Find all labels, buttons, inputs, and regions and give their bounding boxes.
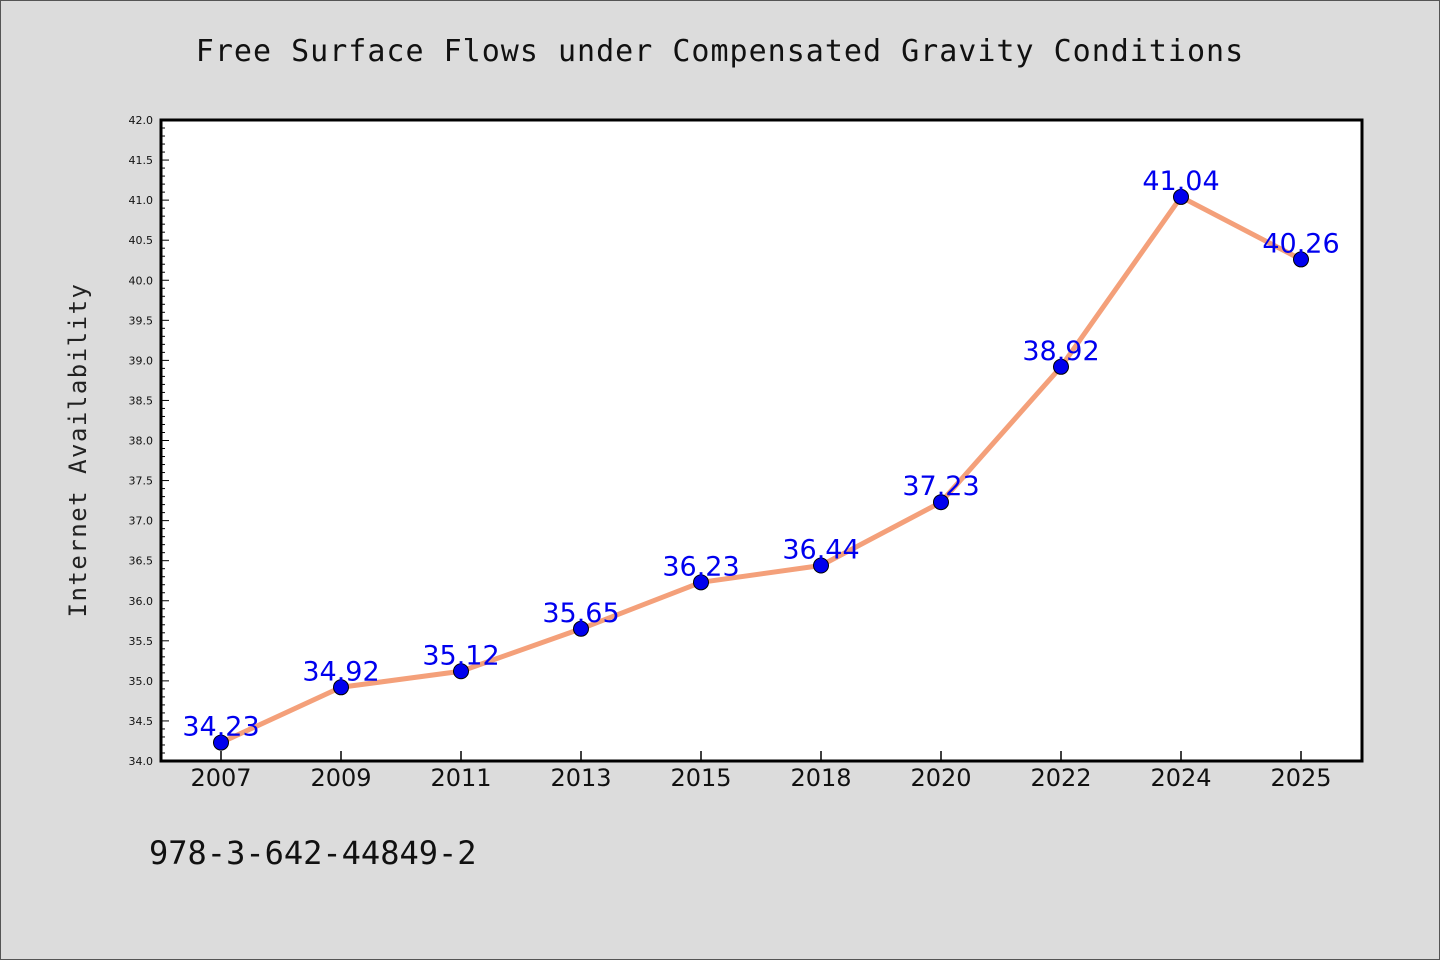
axis-ticks: 34.0 34.5 35.0 35.5 36.0 36.5 37.0 37.5 38.0 38.5… bbox=[129, 114, 1332, 792]
y-axis-label: Internet Availability bbox=[64, 283, 92, 618]
y-tick-label: 34.5 bbox=[129, 715, 154, 728]
data-point bbox=[693, 574, 709, 591]
data-point bbox=[813, 557, 829, 574]
data-point bbox=[1053, 358, 1069, 375]
data-label: 34.23 bbox=[182, 712, 259, 743]
data-label: 35.12 bbox=[422, 640, 499, 671]
y-tick-label: 42.0 bbox=[129, 114, 154, 127]
y-tick-label: 40.0 bbox=[129, 274, 154, 287]
plot-frame bbox=[159, 118, 1364, 763]
y-tick-label: 35.5 bbox=[129, 635, 154, 648]
y-tick-label: 35.0 bbox=[129, 675, 154, 688]
data-label: 40.26 bbox=[1262, 228, 1339, 259]
data-point bbox=[573, 620, 589, 637]
y-tick-label: 37.0 bbox=[129, 515, 154, 528]
x-tick-label: 2018 bbox=[790, 764, 851, 792]
x-tick-label: 2025 bbox=[1270, 764, 1331, 792]
x-tick-label: 2020 bbox=[910, 764, 971, 792]
x-tick-label: 2009 bbox=[310, 764, 371, 792]
x-tick-label: 2007 bbox=[190, 764, 251, 792]
footnote: 978-3-642-44849-2 bbox=[149, 834, 477, 872]
series-markers bbox=[213, 188, 1309, 751]
x-tick-label: 2013 bbox=[550, 764, 611, 792]
y-tick-label: 34.0 bbox=[129, 755, 154, 768]
y-tick-label: 39.5 bbox=[129, 314, 154, 327]
x-tick-label: 2011 bbox=[430, 764, 491, 792]
y-tick-label: 38.5 bbox=[129, 394, 154, 407]
data-point bbox=[333, 679, 349, 696]
y-tick-label: 36.5 bbox=[129, 555, 154, 568]
y-tick-label: 39.0 bbox=[129, 354, 154, 367]
y-tick-label: 36.0 bbox=[129, 595, 154, 608]
y-tick-label: 37.5 bbox=[129, 475, 154, 488]
y-tick-label: 41.5 bbox=[129, 154, 154, 167]
data-label: 41.04 bbox=[1142, 166, 1219, 197]
data-label: 36.44 bbox=[782, 534, 859, 565]
x-tick-label: 2024 bbox=[1150, 764, 1211, 792]
data-label: 37.23 bbox=[902, 471, 979, 502]
data-point bbox=[1173, 188, 1189, 205]
series-line bbox=[218, 194, 1304, 746]
y-tick-label: 40.5 bbox=[129, 234, 154, 247]
y-tick-label: 41.0 bbox=[129, 194, 154, 207]
data-labels: 34.23 34.92 35.12 35.65 36.23 36.44 37.23 38.92… bbox=[182, 166, 1339, 743]
data-label: 36.23 bbox=[662, 551, 739, 582]
data-point bbox=[453, 663, 469, 680]
data-label: 34.92 bbox=[302, 656, 379, 687]
chart-title: Free Surface Flows under Compensated Gra… bbox=[195, 34, 1245, 69]
x-tick-label: 2015 bbox=[670, 764, 731, 792]
data-point bbox=[213, 734, 229, 751]
data-point bbox=[933, 494, 949, 511]
data-point bbox=[1293, 251, 1309, 268]
y-tick-label: 38.0 bbox=[129, 435, 154, 448]
data-label: 35.65 bbox=[542, 598, 619, 629]
data-label: 38.92 bbox=[1022, 336, 1099, 367]
series-line-layer bbox=[218, 194, 1304, 746]
x-tick-label: 2022 bbox=[1030, 764, 1091, 792]
